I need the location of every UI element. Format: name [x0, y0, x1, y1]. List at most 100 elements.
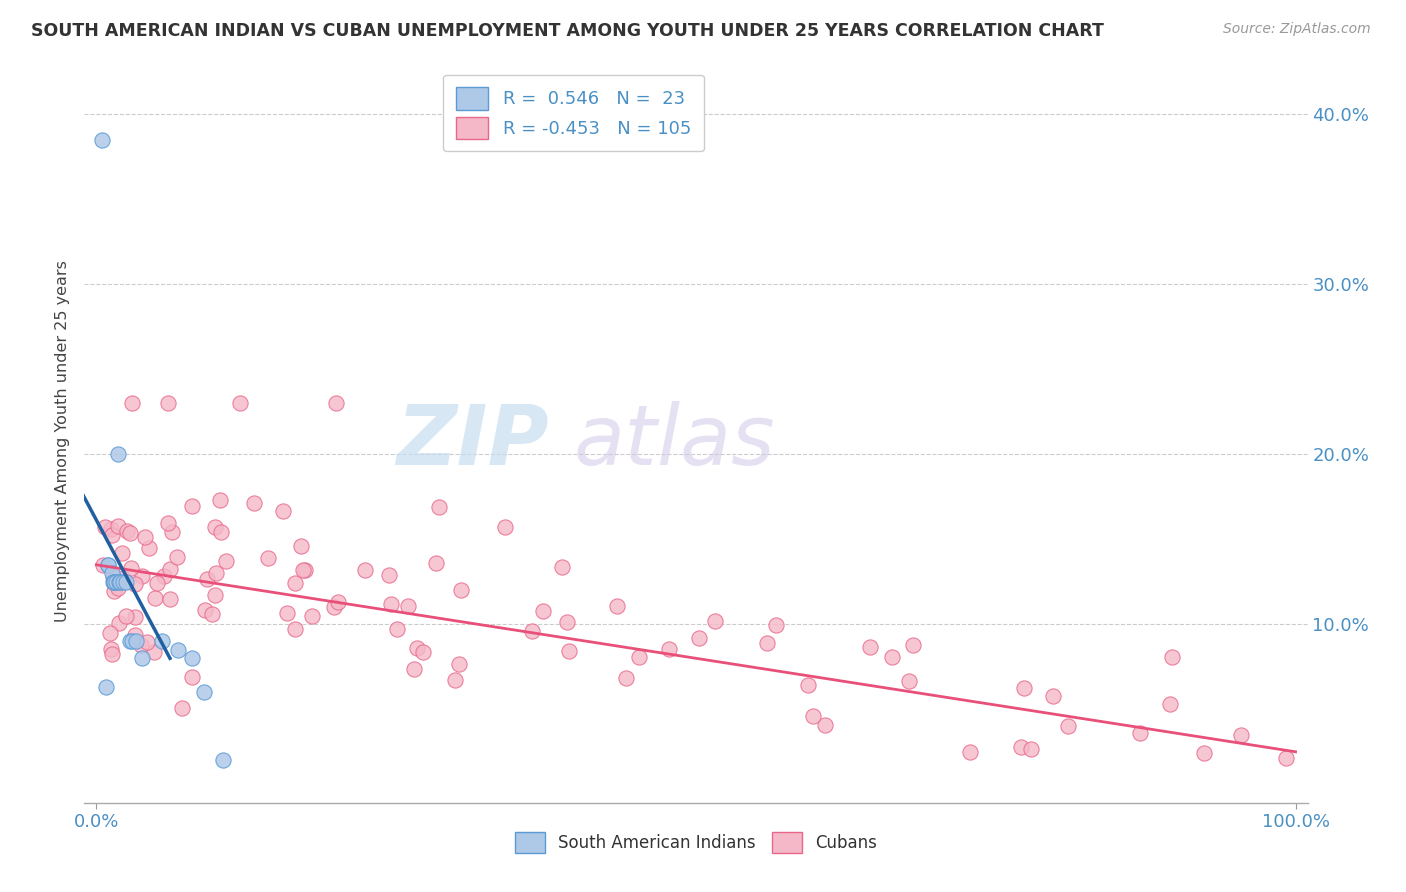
- Point: [859, 640, 882, 655]
- Point: [1159, 697, 1181, 711]
- Point: [104, 574, 127, 589]
- Point: [121, 396, 143, 410]
- Point: [131, 651, 153, 665]
- Point: [1129, 726, 1152, 740]
- Point: [243, 496, 266, 510]
- Point: [1012, 681, 1035, 695]
- Point: [880, 650, 903, 665]
- Point: [97, 558, 120, 572]
- Point: [378, 567, 401, 582]
- Point: [138, 541, 160, 556]
- Point: [146, 575, 169, 590]
- Point: [124, 577, 146, 591]
- Point: [396, 599, 419, 613]
- Point: [111, 574, 134, 589]
- Point: [204, 588, 226, 602]
- Y-axis label: Unemployment Among Youth under 25 years: Unemployment Among Youth under 25 years: [55, 260, 70, 623]
- Point: [159, 562, 181, 576]
- Point: [103, 574, 125, 589]
- Point: [1010, 739, 1032, 754]
- Point: [614, 671, 637, 685]
- Text: SOUTH AMERICAN INDIAN VS CUBAN UNEMPLOYMENT AMONG YOUTH UNDER 25 YEARS CORRELATI: SOUTH AMERICAN INDIAN VS CUBAN UNEMPLOYM…: [31, 22, 1104, 40]
- Point: [134, 530, 156, 544]
- Point: [110, 574, 132, 589]
- Point: [494, 519, 516, 533]
- Point: [100, 522, 122, 536]
- Point: [107, 581, 129, 595]
- Point: [606, 599, 628, 613]
- Point: [118, 634, 141, 648]
- Point: [531, 604, 554, 618]
- Point: [326, 595, 349, 609]
- Point: [1161, 650, 1184, 665]
- Point: [301, 609, 323, 624]
- Point: [115, 524, 138, 538]
- Point: [290, 539, 312, 553]
- Point: [959, 746, 981, 760]
- Text: Source: ZipAtlas.com: Source: ZipAtlas.com: [1223, 22, 1371, 37]
- Point: [136, 634, 159, 648]
- Point: [425, 556, 447, 570]
- Point: [354, 563, 377, 577]
- Point: [201, 607, 224, 621]
- Point: [1057, 719, 1080, 733]
- Point: [284, 575, 307, 590]
- Point: [101, 527, 124, 541]
- Point: [1019, 741, 1042, 756]
- Point: [91, 133, 114, 147]
- Point: [107, 616, 129, 631]
- Point: [1275, 750, 1298, 764]
- Point: [704, 614, 727, 628]
- Point: [180, 500, 202, 514]
- Point: [551, 559, 574, 574]
- Point: [120, 525, 142, 540]
- Point: [1042, 689, 1064, 703]
- Point: [229, 396, 252, 410]
- Point: [444, 673, 467, 687]
- Point: [803, 709, 825, 723]
- Point: [94, 520, 117, 534]
- Point: [901, 638, 924, 652]
- Point: [447, 657, 470, 671]
- Point: [143, 591, 166, 606]
- Point: [101, 566, 124, 581]
- Legend: South American Indians, Cubans: South American Indians, Cubans: [508, 826, 884, 860]
- Point: [294, 563, 316, 577]
- Point: [402, 662, 425, 676]
- Point: [166, 550, 188, 565]
- Point: [658, 641, 681, 656]
- Point: [150, 634, 173, 648]
- Point: [205, 566, 228, 581]
- Point: [181, 651, 204, 665]
- Point: [522, 624, 544, 638]
- Point: [103, 574, 125, 589]
- Point: [124, 610, 146, 624]
- Point: [101, 647, 124, 661]
- Point: [107, 519, 129, 533]
- Point: [93, 558, 115, 573]
- Text: atlas: atlas: [574, 401, 775, 482]
- Point: [98, 626, 121, 640]
- Point: [101, 574, 124, 589]
- Point: [558, 644, 581, 658]
- Point: [103, 584, 125, 599]
- Point: [688, 631, 710, 645]
- Point: [129, 638, 152, 652]
- Point: [153, 569, 176, 583]
- Point: [156, 516, 179, 531]
- Text: ZIP: ZIP: [396, 401, 550, 482]
- Point: [450, 582, 472, 597]
- Point: [755, 636, 778, 650]
- Point: [111, 571, 134, 585]
- Point: [212, 753, 235, 767]
- Point: [193, 685, 215, 699]
- Point: [195, 572, 218, 586]
- Point: [131, 568, 153, 582]
- Point: [159, 591, 181, 606]
- Point: [115, 574, 138, 589]
- Point: [555, 615, 578, 630]
- Point: [325, 396, 347, 410]
- Point: [167, 642, 190, 657]
- Point: [108, 574, 131, 589]
- Point: [160, 524, 183, 539]
